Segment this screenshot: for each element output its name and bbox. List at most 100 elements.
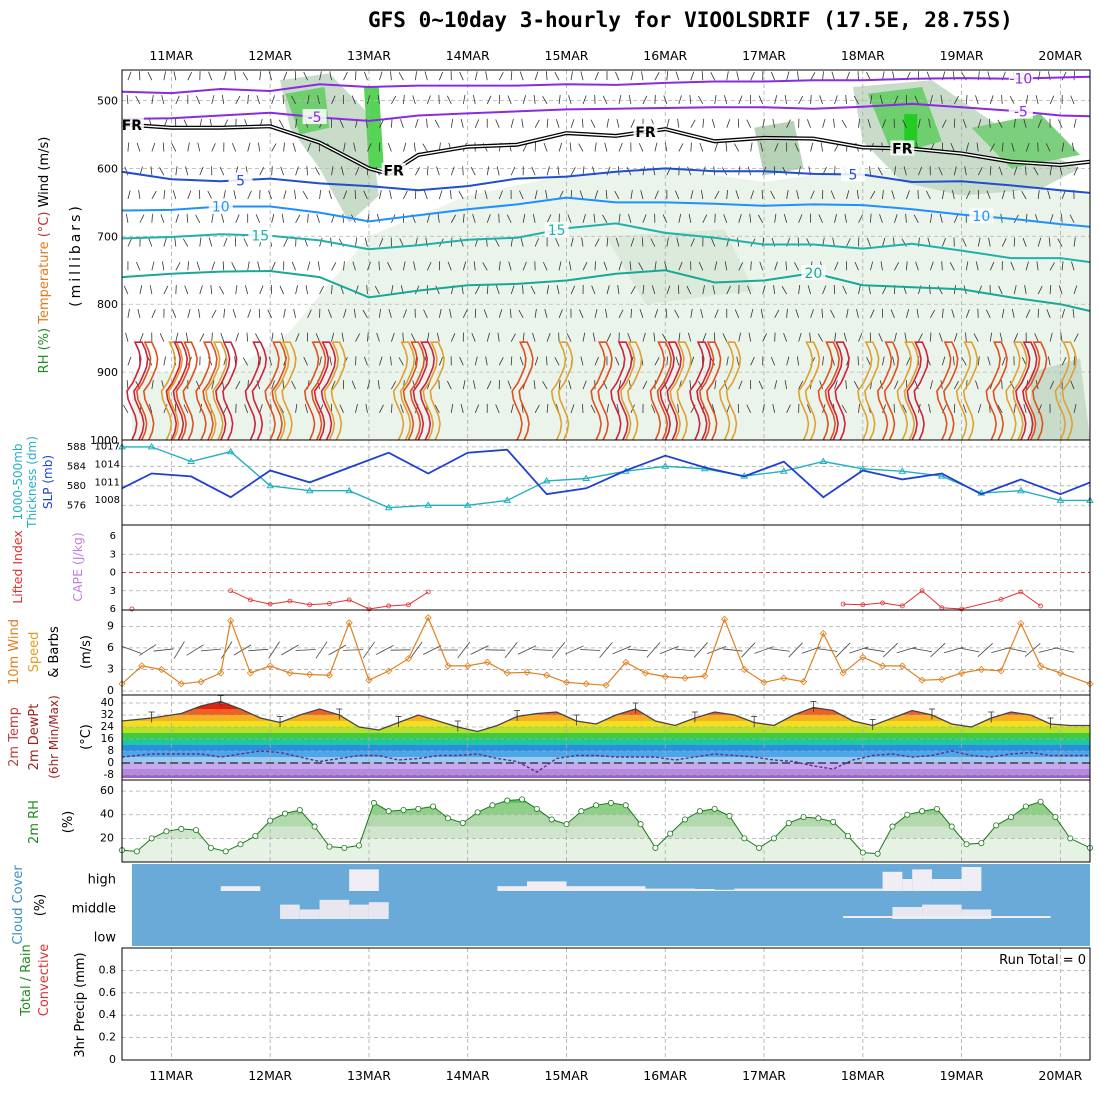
- wind-barb: [904, 332, 907, 342]
- wind-barb: [1057, 238, 1063, 247]
- wind-barb: [737, 237, 740, 247]
- wind-barb: [986, 190, 991, 200]
- wind-barb: [545, 190, 548, 200]
- wind-barb: [928, 403, 931, 413]
- cloud-strip: [843, 916, 1051, 918]
- wind-barb: [1011, 308, 1015, 318]
- wind-barb: [124, 166, 129, 176]
- wind-barb: [256, 95, 261, 105]
- contour-label: -5: [1014, 105, 1028, 121]
- wind-barb: [568, 380, 572, 390]
- lifted-index-point: [919, 588, 925, 594]
- wind-barb: [186, 213, 189, 223]
- thickness-point: [305, 486, 314, 494]
- wind-barb: [474, 119, 480, 128]
- axis-label-part: Cloud Cover: [11, 865, 26, 945]
- wind-barb: [796, 356, 800, 366]
- wind-barb: [282, 380, 285, 390]
- wind-barb: [810, 309, 814, 318]
- wind-barb: [1034, 333, 1039, 342]
- wind-barb: [127, 71, 132, 81]
- wind-barb: [820, 142, 823, 152]
- wind-barb: [219, 285, 225, 295]
- wind-barb: [870, 213, 872, 223]
- wind-barb: [126, 380, 129, 390]
- wind-barb: [532, 332, 536, 342]
- wind-barb: [698, 95, 704, 105]
- rh-shading: [971, 114, 1081, 169]
- wind-speed-point: [977, 665, 985, 674]
- wind-barb: [690, 71, 695, 81]
- wind-barb: [435, 285, 440, 295]
- temperature-contour-lower: [659, 341, 682, 441]
- wind-barb: [918, 166, 923, 176]
- wind-barb: [710, 71, 716, 81]
- temperature-contour-lower: [195, 341, 218, 441]
- wind-barb: [817, 333, 823, 342]
- wind-barb: [534, 238, 540, 247]
- wind-barb: [582, 380, 587, 390]
- wind-barb: [977, 237, 981, 247]
- cloud-tick-label: middle: [72, 902, 116, 917]
- wind-barb: [798, 380, 804, 390]
- wind-barb: [555, 119, 560, 128]
- wind-barb: [471, 333, 476, 342]
- wind-barb: [618, 380, 622, 390]
- wind-barb: [794, 143, 799, 152]
- wind-barb: [1047, 190, 1051, 200]
- wind-barb: [474, 356, 478, 366]
- wind-barb: [450, 118, 454, 128]
- wind-barb: [570, 285, 576, 295]
- wind-barb: [929, 380, 933, 390]
- wind-barb: [906, 190, 910, 200]
- wind-speed-point: [839, 669, 847, 677]
- wind-barb: [244, 404, 249, 413]
- temperature-contour-lower: [264, 341, 287, 441]
- temperature-contour-lower: [955, 341, 979, 441]
- wind-barb: [602, 214, 608, 223]
- rh-band: [122, 802, 1090, 815]
- temperature-contour-lower: [303, 341, 327, 441]
- thickness-point: [898, 467, 907, 474]
- temperature-contour-lower: [1024, 341, 1048, 441]
- wind-barb: [843, 332, 847, 342]
- wind-barb: [674, 309, 680, 318]
- wind-barb: [929, 261, 934, 271]
- wind-barb: [470, 645, 489, 655]
- axis-label-part: Lifted Index: [10, 530, 25, 604]
- wind-barb: [701, 71, 704, 81]
- lifted-index-point: [1018, 589, 1024, 595]
- rh-shading: [904, 114, 918, 149]
- wind-barb: [317, 95, 320, 105]
- rh-point: [889, 823, 896, 830]
- wind-speed-point: [918, 676, 926, 684]
- rh-point: [311, 823, 318, 830]
- wind-barb: [853, 95, 859, 105]
- cloud-bar: [526, 881, 567, 891]
- wind-barb: [689, 94, 692, 104]
- wind-barb: [162, 261, 165, 271]
- wind-barb: [615, 71, 620, 81]
- wind-barb: [953, 332, 958, 342]
- wind-barb: [331, 166, 334, 176]
- wind-barb: [331, 380, 336, 390]
- cloud-strip: [566, 889, 715, 891]
- wind-barb: [618, 95, 622, 105]
- wind-barb: [283, 238, 288, 247]
- temperature-band: [122, 757, 1090, 763]
- wind-barb: [283, 71, 288, 81]
- wind-barb: [339, 404, 344, 414]
- wind-barb: [618, 213, 621, 223]
- wind-barb: [482, 262, 488, 271]
- wind-barb: [879, 95, 883, 105]
- wind-barb: [1048, 71, 1051, 81]
- wind-barb: [423, 645, 442, 655]
- temp-tick-label: -8: [104, 769, 114, 781]
- contour-label: FR: [892, 141, 913, 157]
- wind-barb: [663, 95, 668, 105]
- li-tick-label: 6: [110, 604, 116, 615]
- wind-barb: [784, 95, 788, 105]
- wind-barb: [1037, 119, 1042, 128]
- wind-barb: [504, 641, 518, 659]
- wind-barb: [702, 214, 708, 223]
